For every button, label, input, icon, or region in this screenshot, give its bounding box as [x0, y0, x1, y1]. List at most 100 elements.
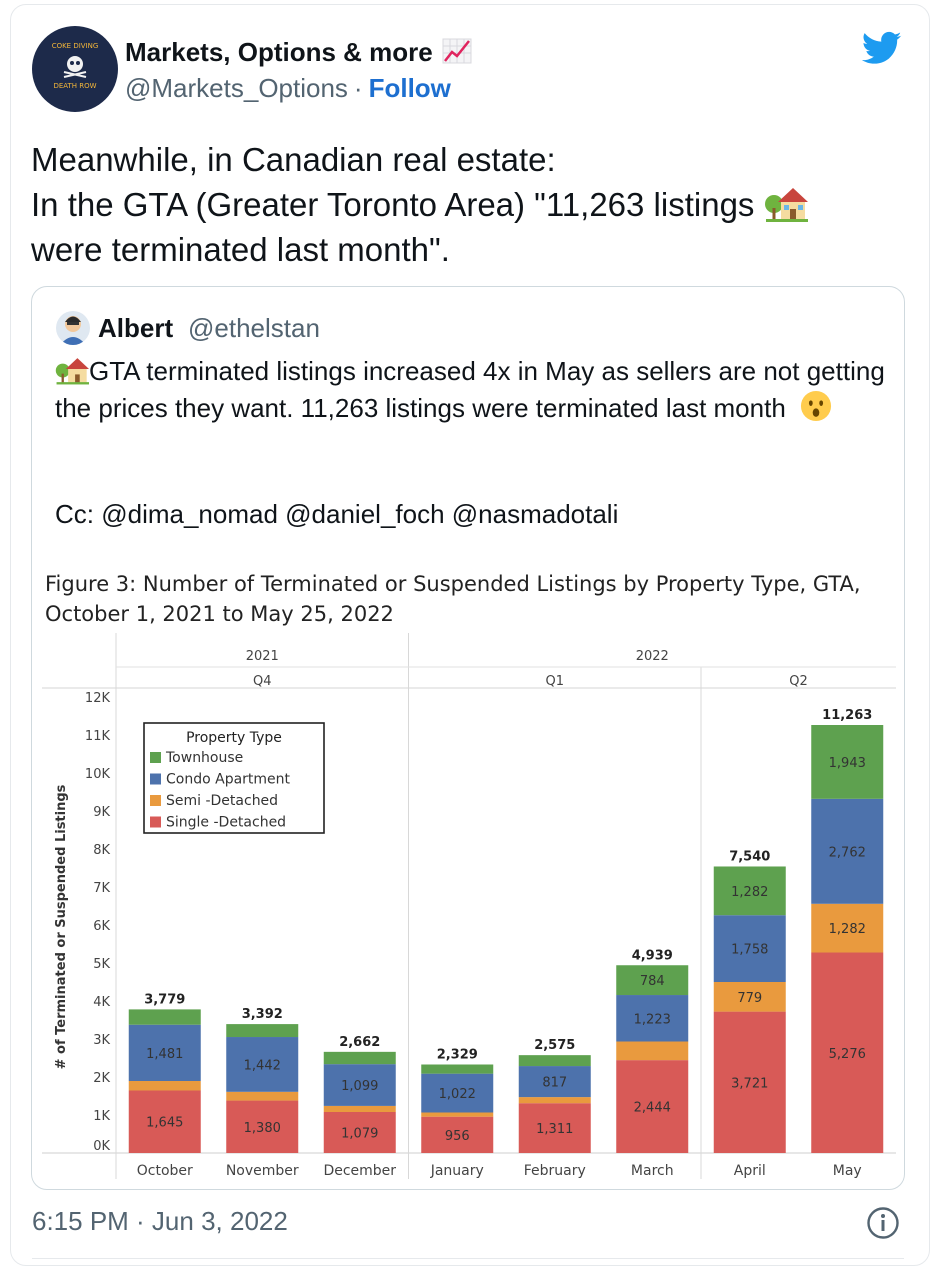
bar-segment	[421, 1112, 494, 1117]
info-icon[interactable]	[866, 1206, 900, 1240]
quoted-author-avatar[interactable]	[56, 311, 90, 345]
bar-segment	[226, 1091, 299, 1101]
bar-segment	[323, 1105, 396, 1112]
bar-segment	[616, 995, 689, 1042]
chart-increasing-icon	[442, 38, 472, 64]
bar-segment	[421, 1064, 494, 1074]
x-tick-label: February	[524, 1163, 586, 1179]
bar-segment-label: 2,762	[829, 845, 866, 860]
bar-segment	[616, 1060, 689, 1153]
person-avatar-icon	[60, 316, 86, 345]
tweet-line-3: were terminated last month".	[31, 231, 450, 268]
x-tick-label: May	[833, 1163, 862, 1179]
x-tick-label: January	[430, 1163, 484, 1179]
separator-dot: ·	[353, 73, 363, 103]
bar-segment-label: 1,481	[146, 1047, 183, 1062]
y-axis-label: # of Terminated or Suspended Listings	[54, 784, 69, 1069]
bar-segment	[713, 982, 786, 1012]
chart-title: Figure 3: Number of Terminated or Suspen…	[45, 569, 861, 629]
x-tick-label: April	[734, 1163, 766, 1179]
quarter-label: Q2	[789, 674, 808, 689]
bar-segment	[616, 965, 689, 996]
bar-segment-label: 1,758	[731, 943, 768, 958]
bar-segment-label: 817	[542, 1076, 567, 1091]
bar-segment-label: 2,444	[634, 1101, 671, 1116]
bar-segment-label: 1,079	[341, 1126, 378, 1141]
quoted-tweet-text: GTA terminated listings increased 4x in …	[55, 353, 885, 426]
author-handle-row: @Markets_Options · Follow	[125, 73, 451, 104]
author-handle[interactable]: @Markets_Options	[125, 73, 348, 103]
y-tick-label: 3K	[93, 1033, 110, 1048]
divider	[32, 1258, 904, 1259]
house-with-garden-icon	[764, 188, 808, 222]
bar-segment	[323, 1111, 396, 1153]
tweet-timestamp[interactable]: 6:15 PM · Jun 3, 2022	[32, 1206, 288, 1236]
y-tick-label: 7K	[93, 881, 110, 896]
chart-figure[interactable]: Figure 3: Number of Terminated or Suspen…	[32, 549, 904, 1189]
bar-segment-label: 1,223	[634, 1012, 671, 1027]
legend-swatch	[150, 816, 161, 828]
quarter-label: Q4	[253, 674, 272, 689]
legend-swatch	[150, 795, 161, 806]
bar-segment	[811, 725, 884, 799]
chart-title-line-2: October 1, 2021 to May 25, 2022	[45, 602, 394, 626]
quoted-tweet-body: GTA terminated listings increased 4x in …	[55, 356, 885, 423]
bar-segment	[811, 903, 884, 953]
legend-item-label: Single -Detached	[166, 815, 286, 831]
y-tick-label: 2K	[93, 1071, 110, 1086]
quoted-author-name: Albert	[98, 313, 174, 343]
bar-total-label: 3,779	[144, 992, 185, 1007]
bar-segment	[811, 952, 884, 1153]
bar-segment	[518, 1066, 591, 1098]
bar-segment	[616, 1041, 689, 1061]
bar-segment	[323, 1051, 396, 1065]
bar-segment	[713, 866, 786, 916]
author-avatar[interactable]: COKE DIVING DEATH ROW	[32, 26, 118, 112]
bar-segment	[128, 1080, 201, 1091]
bar-segment-label: 1,645	[146, 1116, 183, 1131]
quoted-author-handle: @ethelstan	[188, 313, 320, 343]
bar-segment-label: 1,022	[439, 1087, 476, 1102]
follow-button[interactable]: Follow	[368, 73, 451, 103]
y-tick-label: 10K	[85, 767, 111, 782]
tweet-line-2-text: In the GTA (Greater Toronto Area) "11,26…	[31, 186, 755, 223]
bar-segment	[128, 1009, 201, 1025]
twitter-logo-icon[interactable]	[860, 28, 904, 68]
bar-segment	[713, 915, 786, 982]
bar-segment-label: 779	[737, 991, 762, 1006]
bar-segment	[128, 1090, 201, 1153]
house-with-garden-icon	[55, 358, 89, 385]
bar-segment-label: 1,099	[341, 1079, 378, 1094]
bar-segment-label: 1,442	[244, 1058, 281, 1073]
tweet-text: Meanwhile, in Canadian real estate: In t…	[31, 137, 901, 272]
y-tick-label: 6K	[93, 919, 110, 934]
tweet-line-2: In the GTA (Greater Toronto Area) "11,26…	[31, 182, 901, 227]
legend-item-label: Townhouse	[165, 750, 243, 766]
x-tick-label: March	[631, 1163, 674, 1179]
quarter-label: Q1	[545, 674, 564, 689]
bar-segment-label: 956	[445, 1129, 470, 1144]
bar-segment-label: 1,311	[536, 1122, 573, 1137]
skull-icon	[63, 56, 87, 78]
bar-segment-label: 784	[640, 974, 665, 989]
y-tick-label: 9K	[93, 805, 110, 820]
stacked-bar-chart: 2021 2022 Q4 Q1 Q2 0K 1K 2K 3K 4K 5K 6K 7K 8K 9K 10K 11K…	[42, 633, 896, 1179]
bar-total-label: 2,329	[437, 1047, 478, 1062]
author-name[interactable]: Markets, Options & more	[125, 37, 472, 68]
bar-segment-label: 1,282	[829, 922, 866, 937]
bar-segment	[518, 1097, 591, 1104]
legend-item-label: Condo Apartment	[166, 772, 291, 788]
tweet-line-1: Meanwhile, in Canadian real estate:	[31, 141, 556, 178]
bar-segment-label: 1,380	[244, 1121, 281, 1136]
quoted-tweet[interactable]: Albert @ethelstan GTA terminated listing…	[31, 286, 905, 1190]
y-tick-label: 0K	[93, 1139, 110, 1154]
bar-total-label: 4,939	[632, 948, 673, 963]
y-tick-label: 4K	[93, 995, 110, 1010]
y-tick-label: 5K	[93, 957, 110, 972]
bar-segment	[128, 1024, 201, 1081]
legend-swatch	[150, 752, 161, 763]
quoted-tweet-cc: Cc: @dima_nomad @daniel_foch @nasmadotal…	[55, 499, 619, 529]
bar-segment-label: 1,943	[829, 756, 866, 771]
x-tick-label: October	[137, 1163, 193, 1179]
avatar-text-top: COKE DIVING	[51, 42, 99, 50]
